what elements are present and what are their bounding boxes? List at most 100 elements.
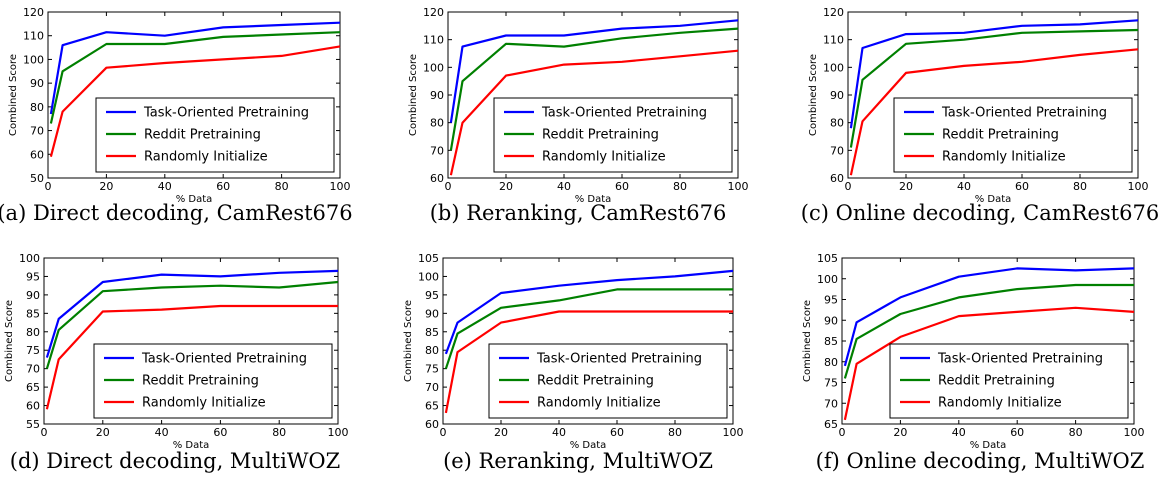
- legend: Task-Oriented Pretraining Reddit Pretrain…: [493, 97, 733, 173]
- y-tick-label: 80: [430, 117, 444, 130]
- series-line-1: [849, 19, 1139, 129]
- legend: Task-Oriented Pretraining Reddit Pretrain…: [889, 343, 1129, 419]
- y-tick-label: 95: [824, 294, 838, 307]
- series-line-1: [49, 21, 341, 115]
- y-tick-label: 100: [19, 252, 40, 265]
- y-tick-label: 75: [425, 363, 439, 376]
- series-line-1: [449, 19, 739, 123]
- y-tick-label: 105: [418, 252, 439, 265]
- x-tick-label: 100: [723, 426, 744, 439]
- chart-panel-5: 0 20 40 60 80 100 60 65 70 75 80 85 90 95 100 105 % Data…: [403, 252, 744, 473]
- y-tick-label: 105: [817, 252, 838, 265]
- x-axis-label: % Data: [176, 194, 213, 205]
- y-tick-label: 85: [26, 307, 40, 320]
- x-axis-label: % Data: [970, 440, 1007, 451]
- chart-caption: (b) Reranking, CamRest676: [430, 201, 727, 225]
- chart-caption: (e) Reranking, MultiWOZ: [443, 449, 713, 473]
- y-axis-label: Combined Score: [802, 300, 813, 382]
- y-tick-label: 75: [26, 344, 40, 357]
- x-tick-label: 40: [957, 180, 971, 193]
- chart-caption: (a) Direct decoding, CamRest676: [0, 201, 353, 225]
- legend-label-2: Reddit Pretraining: [542, 128, 659, 143]
- y-tick-label: 90: [830, 89, 844, 102]
- y-tick-label: 50: [30, 172, 44, 185]
- legend: Task-Oriented Pretraining Reddit Pretrain…: [93, 343, 333, 419]
- series-line-1: [45, 269, 339, 358]
- legend-label-2: Reddit Pretraining: [142, 374, 259, 389]
- y-tick-label: 80: [824, 356, 838, 369]
- x-tick-label: 80: [673, 180, 687, 193]
- y-tick-label: 120: [23, 6, 44, 19]
- legend-label-2: Reddit Pretraining: [144, 128, 261, 143]
- y-tick-label: 120: [423, 6, 444, 19]
- y-tick-label: 60: [26, 400, 40, 413]
- y-tick-label: 90: [430, 89, 444, 102]
- x-tick-label: 60: [610, 426, 624, 439]
- legend-label-3: Randomly Initialize: [144, 150, 268, 165]
- x-axis-label: % Data: [570, 440, 607, 451]
- legend-label-1: Task-Oriented Pretraining: [536, 352, 702, 367]
- y-tick-label: 80: [830, 117, 844, 130]
- y-tick-label: 110: [23, 30, 44, 43]
- y-tick-label: 70: [430, 144, 444, 157]
- x-tick-label: 60: [216, 180, 230, 193]
- chart-panel-2: 0 20 40 60 80 100 60 70 80 90 100 110 120 % Data Combi…: [408, 6, 749, 225]
- x-tick-label: 0: [845, 180, 852, 193]
- x-tick-label: 100: [330, 180, 351, 193]
- y-tick-label: 90: [30, 77, 44, 90]
- x-tick-label: 0: [445, 180, 452, 193]
- x-tick-label: 60: [1010, 426, 1024, 439]
- y-tick-label: 95: [26, 270, 40, 283]
- y-tick-label: 70: [26, 363, 40, 376]
- chart-panel-3: 0 20 40 60 80 100 60 70 80 90 100 110 120 % Data Combi…: [801, 6, 1159, 225]
- y-tick-label: 85: [824, 335, 838, 348]
- x-tick-label: 60: [615, 180, 629, 193]
- x-tick-label: 80: [1069, 426, 1083, 439]
- legend-label-1: Task-Oriented Pretraining: [143, 106, 309, 121]
- x-tick-label: 80: [275, 180, 289, 193]
- y-axis-label: Combined Score: [408, 54, 419, 136]
- legend-label-1: Task-Oriented Pretraining: [541, 106, 707, 121]
- chart-panel-4: 0 20 40 60 80 100 55 60 65 70 75 80 85 90 95 100 % Data C…: [4, 252, 349, 473]
- chart-panel-1: 0 20 40 60 80 100 50 60 70 80 90 100 110 120 % Data Com…: [0, 6, 353, 225]
- y-tick-label: 70: [30, 125, 44, 138]
- y-tick-label: 60: [30, 148, 44, 161]
- legend-label-3: Randomly Initialize: [542, 150, 666, 165]
- x-tick-label: 0: [839, 426, 846, 439]
- y-tick-label: 65: [425, 400, 439, 413]
- y-tick-label: 65: [824, 418, 838, 431]
- y-tick-label: 65: [26, 381, 40, 394]
- legend: Task-Oriented Pretraining Reddit Pretrain…: [95, 97, 335, 173]
- y-tick-label: 70: [425, 381, 439, 394]
- y-tick-label: 100: [23, 53, 44, 66]
- chart-caption: (c) Online decoding, CamRest676: [801, 201, 1159, 225]
- y-tick-label: 80: [425, 344, 439, 357]
- series-line-1: [843, 267, 1135, 367]
- y-tick-label: 70: [824, 397, 838, 410]
- x-tick-label: 100: [728, 180, 749, 193]
- series-line-2: [843, 283, 1134, 379]
- legend-label-2: Reddit Pretraining: [942, 128, 1059, 143]
- y-axis-label: Combined Score: [8, 54, 19, 136]
- x-tick-label: 20: [494, 426, 508, 439]
- y-tick-label: 85: [425, 326, 439, 339]
- x-tick-label: 80: [272, 426, 286, 439]
- y-tick-label: 120: [823, 6, 844, 19]
- x-tick-label: 100: [328, 426, 349, 439]
- y-tick-label: 110: [823, 34, 844, 47]
- y-tick-label: 75: [824, 377, 838, 390]
- x-tick-label: 20: [99, 180, 113, 193]
- series-line-3: [45, 304, 338, 410]
- series-line-1: [444, 269, 734, 355]
- y-axis-label: Combined Score: [4, 300, 15, 382]
- legend-label-3: Randomly Initialize: [537, 396, 661, 411]
- legend-label-3: Randomly Initialize: [938, 396, 1062, 411]
- x-axis-label: % Data: [575, 194, 612, 205]
- series-line-3: [843, 306, 1135, 421]
- y-tick-label: 110: [423, 34, 444, 47]
- x-tick-label: 60: [213, 426, 227, 439]
- x-tick-label: 20: [499, 180, 513, 193]
- x-tick-label: 0: [440, 426, 447, 439]
- y-tick-label: 60: [430, 172, 444, 185]
